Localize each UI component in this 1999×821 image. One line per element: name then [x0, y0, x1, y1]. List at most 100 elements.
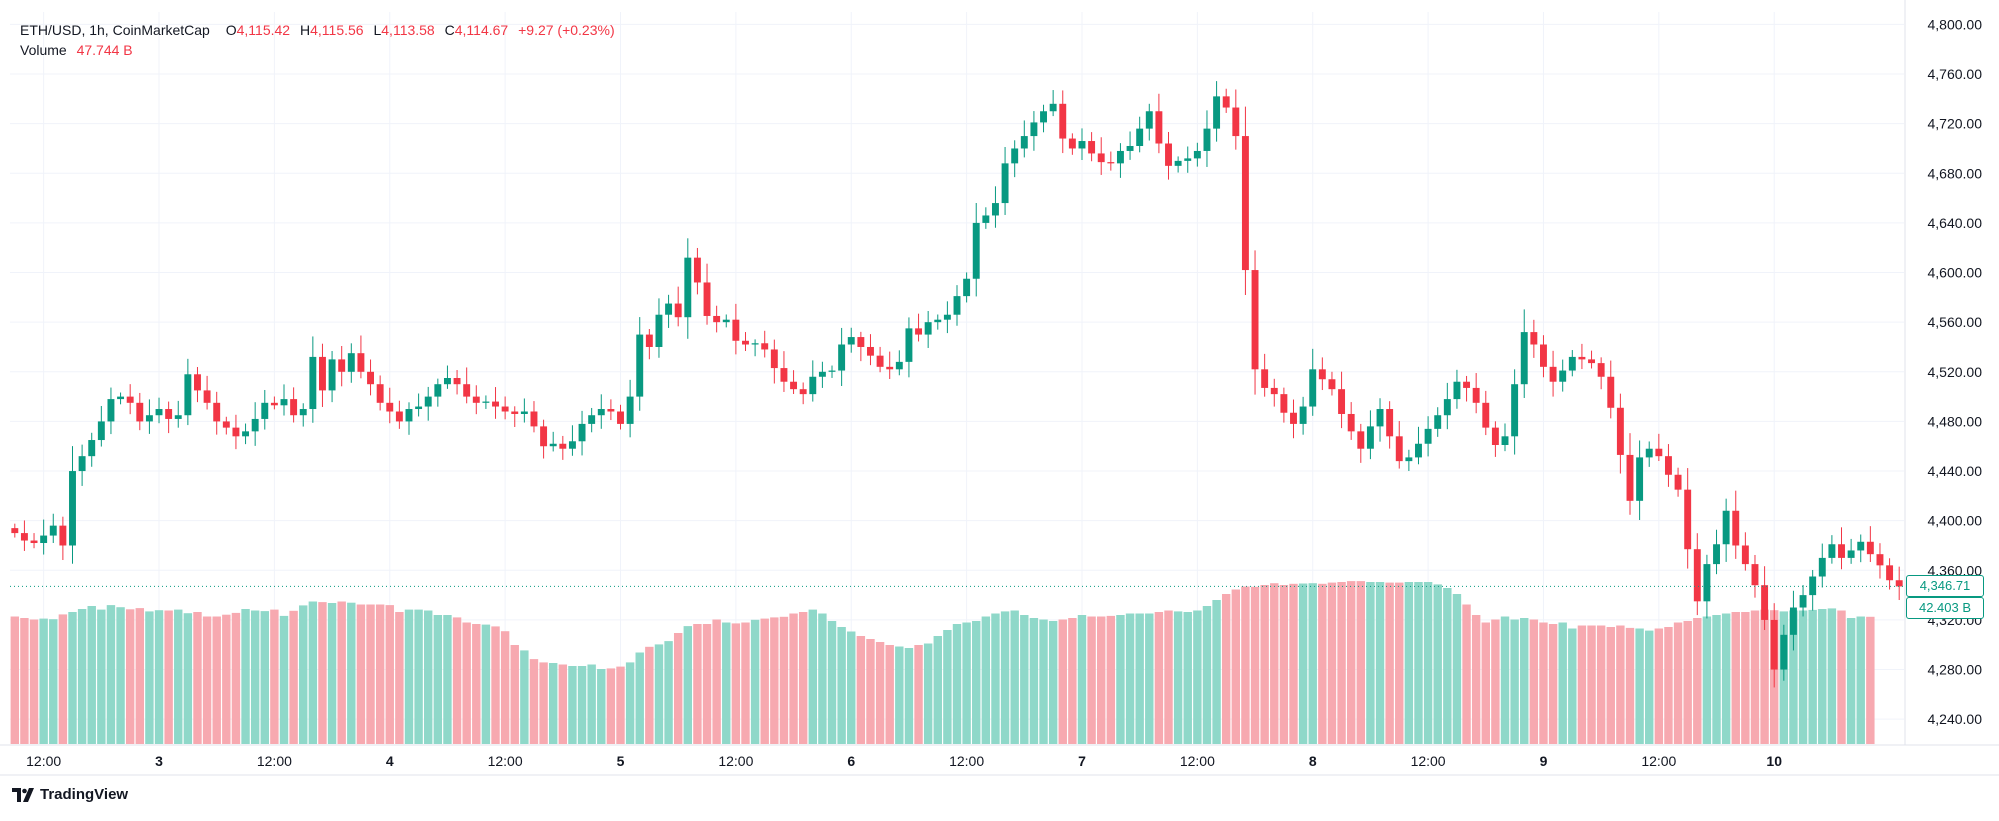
volume-bar — [356, 604, 366, 744]
volume-bar — [1510, 619, 1519, 744]
volume-bar — [885, 645, 894, 744]
volume-bar — [606, 668, 616, 744]
candle-body — [1568, 356, 1576, 371]
candle-body — [1664, 456, 1672, 475]
volume-bar — [260, 611, 269, 744]
candle-body — [857, 337, 865, 347]
volume-bar — [39, 618, 48, 744]
candle-body — [568, 441, 576, 449]
volume-bar — [289, 610, 298, 744]
volume-bar — [1125, 613, 1135, 744]
x-tick-label: 8 — [1309, 753, 1317, 769]
x-tick-label: 12:00 — [718, 753, 753, 769]
candle-body — [88, 440, 96, 457]
candle-body — [395, 411, 403, 422]
candle-body — [1751, 564, 1759, 586]
candle-body — [886, 366, 894, 370]
symbol-label[interactable]: ETH/USD, 1h, CoinMarketCap — [20, 22, 210, 38]
candle-body — [780, 368, 788, 382]
x-tick-label: 9 — [1540, 753, 1548, 769]
candle-body — [309, 356, 317, 410]
candle-body — [732, 319, 740, 341]
volume-bar — [366, 604, 375, 744]
candle-body — [1270, 387, 1278, 395]
volume-bar — [1683, 621, 1692, 744]
candle-body — [1443, 399, 1451, 416]
candle-body — [1809, 576, 1817, 596]
volume-bar — [462, 622, 471, 744]
candle-body — [443, 378, 451, 385]
volume-bar — [1366, 582, 1375, 744]
candle-body — [1540, 344, 1547, 367]
volume-bar — [1433, 584, 1442, 744]
x-tick-label: 12:00 — [26, 753, 61, 769]
volume-bar — [270, 609, 279, 744]
volume-bar — [1731, 612, 1740, 744]
volume-bar — [1087, 616, 1096, 744]
candle-body — [1741, 545, 1749, 565]
candle-body — [607, 409, 615, 412]
volume-bar — [10, 616, 20, 744]
volume-bar — [635, 652, 644, 744]
candle-body — [78, 456, 86, 472]
volume-bar — [125, 609, 135, 744]
volume-bar — [1298, 583, 1308, 744]
volume-bar — [779, 616, 789, 744]
candle-body — [790, 381, 798, 390]
candle-body — [934, 319, 942, 323]
volume-bar — [558, 664, 568, 744]
y-tick-label: 4,520.00 — [1928, 364, 1983, 380]
volume-bar — [1462, 604, 1471, 744]
volume-bar — [818, 613, 827, 744]
candle-body — [194, 374, 201, 391]
volume-bar — [1356, 581, 1366, 744]
open-value: 4,115.42 — [236, 22, 291, 38]
candle-body — [280, 399, 288, 406]
change-value: +9.27 (+0.23%) — [518, 22, 615, 38]
volume-bar — [645, 646, 654, 744]
candle-body — [1280, 394, 1288, 413]
volume-bar — [577, 666, 587, 744]
volume-bar — [712, 619, 721, 744]
candle-body — [626, 396, 634, 424]
candle-body — [1145, 111, 1153, 129]
x-tick-label: 12:00 — [1180, 753, 1215, 769]
axes: 4,240.004,280.004,320.004,360.004,400.00… — [0, 0, 1999, 776]
candle-body — [453, 378, 461, 385]
volume-bar — [1135, 613, 1144, 744]
volume-bar — [529, 659, 539, 744]
candle-body — [174, 415, 182, 419]
volume-bar — [375, 604, 385, 744]
volume-label[interactable]: Volume — [20, 42, 67, 58]
candle-body — [1655, 448, 1663, 457]
candle-body — [713, 315, 721, 323]
candle-body — [328, 359, 336, 391]
volume-bar — [1693, 618, 1702, 744]
candle-body — [1357, 431, 1365, 449]
volume-bar — [693, 624, 702, 744]
candle-body — [1549, 366, 1557, 382]
volume-bar — [1818, 609, 1827, 744]
tradingview-logo[interactable]: TradingView — [12, 786, 128, 803]
volume-bar — [1423, 582, 1433, 744]
candle-body — [1088, 141, 1096, 154]
candle-body — [1136, 128, 1144, 146]
volume-bar — [481, 624, 491, 744]
volume-bar — [1375, 582, 1385, 744]
tradingview-logo-icon — [12, 787, 34, 802]
candle-body — [30, 540, 38, 544]
volume-bar — [1789, 610, 1798, 744]
x-tick-label: 10 — [1766, 753, 1782, 769]
candle-body — [1338, 389, 1346, 414]
candle-body — [1530, 332, 1538, 345]
candle-body — [1818, 557, 1826, 577]
volume-value: 47.744 B — [76, 42, 133, 58]
candle-body — [838, 344, 846, 371]
volume-bar — [1029, 618, 1039, 744]
volume-bar — [731, 623, 741, 744]
candle-body — [319, 356, 326, 391]
volume-bar — [241, 609, 250, 744]
volume-bar — [1020, 615, 1029, 744]
